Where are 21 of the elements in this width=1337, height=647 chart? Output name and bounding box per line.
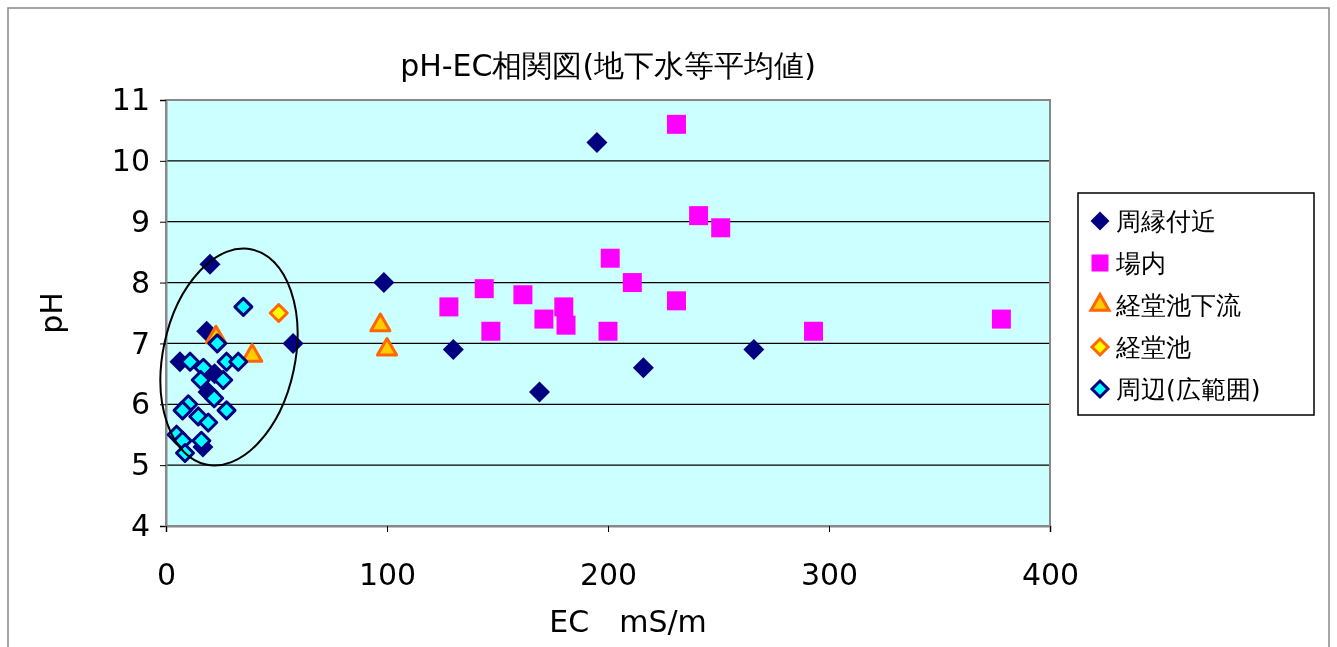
y-tick-label: 11 [111,82,150,118]
x-axis-title: EC mS/m [549,604,707,639]
legend-label: 周縁付近 [1116,207,1216,236]
y-tick-label: 6 [130,386,150,422]
x-tick-label: 0 [156,557,177,593]
legend-label: 場内 [1115,249,1166,278]
y-tick-label: 4 [130,508,150,544]
y-tick-label: 10 [111,142,150,178]
y-tick-label: 9 [130,203,150,239]
y-tick-label: 8 [130,264,150,300]
y-axis-title: pH [34,292,69,334]
x-tick-label: 200 [579,557,638,593]
legend-label: 経堂池下流 [1115,291,1241,320]
legend-label: 経堂池 [1115,333,1191,362]
chart-title: pH-EC相関図(地下水等平均値) [400,48,816,83]
x-tick-label: 400 [1021,557,1080,593]
legend-label: 周辺(広範囲) [1116,375,1261,404]
y-tick-label: 5 [130,447,150,483]
x-tick-label: 300 [800,557,859,593]
x-tick-label: 100 [358,557,417,593]
y-tick-label: 7 [130,325,150,361]
